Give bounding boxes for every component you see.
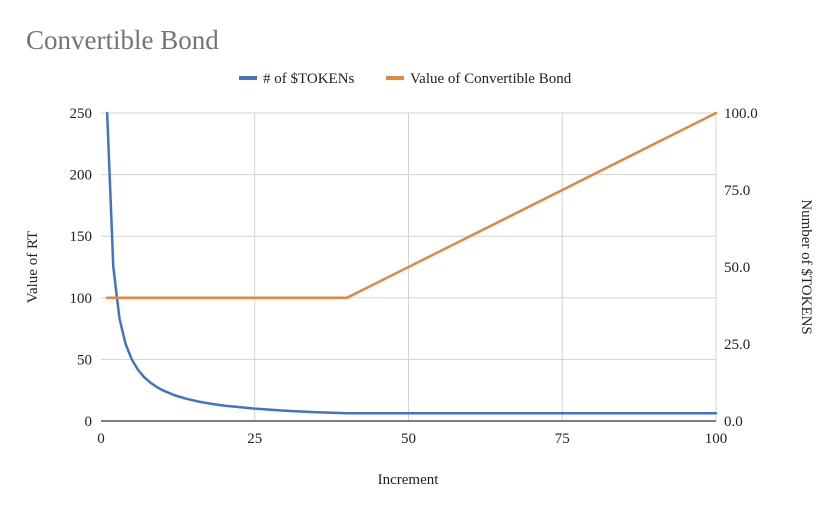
series-lines	[105, 111, 718, 415]
y-tick-label-left: 0	[85, 414, 93, 430]
series-line-bond	[105, 111, 718, 300]
legend-swatch-bond	[386, 76, 404, 80]
chart-title: Convertible Bond	[26, 25, 219, 55]
y-tick-label-right: 0.0	[724, 414, 743, 430]
x-tick-label: 25	[247, 431, 262, 447]
legend-label-bond: Value of Convertible Bond	[410, 71, 572, 87]
y-tick-label-right: 25.0	[724, 337, 750, 353]
legend-swatch-tokens	[239, 76, 257, 80]
legend-item-tokens: # of $TOKENs	[239, 71, 355, 87]
y-axis-title-right: Number of $TOKENS	[798, 199, 814, 335]
x-tick-label: 75	[555, 431, 570, 447]
y-tick-label-right: 100.0	[724, 106, 758, 122]
y-tick-label-right: 50.0	[724, 260, 750, 276]
legend-item-bond: Value of Convertible Bond	[386, 71, 572, 87]
y-tick-label-left: 250	[70, 106, 93, 122]
y-tick-label-left: 50	[77, 352, 92, 368]
x-tick-label: 50	[401, 431, 416, 447]
legend: # of $TOKENs Value of Convertible Bond	[239, 71, 572, 87]
y-tick-label-left: 150	[70, 229, 93, 245]
x-tick-label: 100	[705, 431, 728, 447]
y-tick-label-left: 200	[70, 168, 93, 184]
x-tick-label: 0	[97, 431, 105, 447]
legend-label-tokens: # of $TOKENs	[263, 71, 355, 87]
y-tick-label-right: 75.0	[724, 183, 750, 199]
series-line-tokens	[105, 111, 718, 415]
y-axis-title-left: Value of RT	[25, 231, 41, 303]
y-tick-label-left: 100	[70, 291, 93, 307]
x-axis-title: Increment	[378, 472, 440, 488]
